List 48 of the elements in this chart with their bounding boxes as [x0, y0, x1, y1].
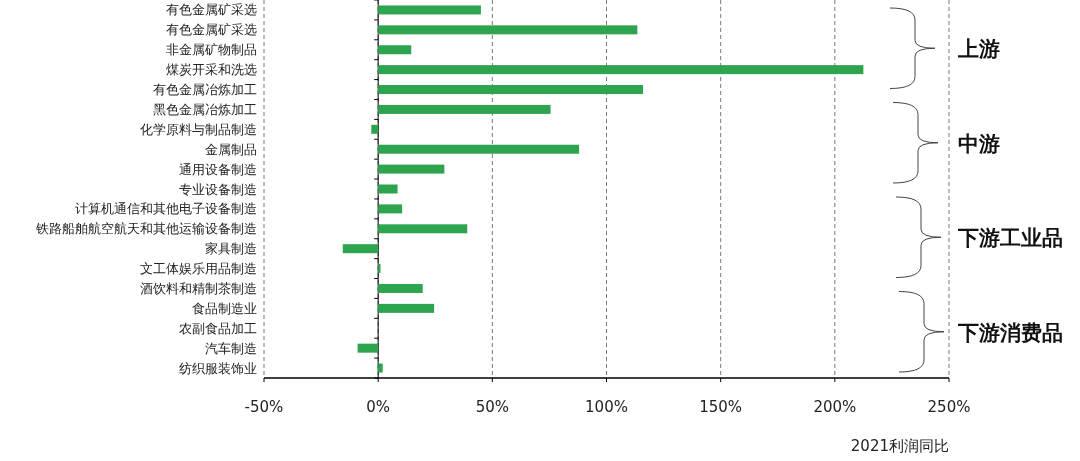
x-tick-label: -50%: [244, 398, 284, 416]
x-tick-label: 150%: [699, 398, 743, 416]
x-tick-label: 0%: [366, 398, 391, 416]
y-tick-label: 家具制造: [205, 241, 257, 257]
bar: [378, 164, 445, 174]
x-tick-label: 250%: [927, 398, 971, 416]
x-tick-label: 50%: [475, 398, 510, 416]
bar: [378, 85, 644, 95]
y-tick-label: 有色金属矿采选: [166, 2, 257, 18]
bar: [371, 124, 379, 134]
x-axis-title: 2021利润同比: [850, 437, 949, 455]
bar: [378, 224, 468, 234]
y-tick-label: 有色金属矿采选: [166, 22, 257, 38]
bar: [357, 343, 379, 353]
text: 下游消费品: [957, 320, 1063, 345]
text: 中游: [958, 131, 1000, 156]
bar: [378, 184, 398, 194]
bar: [378, 5, 481, 15]
bar: [378, 303, 435, 313]
bar: [342, 244, 379, 254]
y-tick-label: 铁路船舶航空航天和其他运输设备制造: [35, 221, 257, 237]
y-tick-label: 计算机通信和其他电子设备制造: [75, 201, 257, 217]
bar: [378, 204, 403, 214]
y-tick-label: 食品制造业: [192, 300, 257, 316]
y-tick-label: 黑色金属冶炼加工: [153, 101, 257, 117]
bar: [378, 25, 638, 35]
y-tick-label: 非金属矿物制品: [166, 42, 257, 58]
y-tick-label: 汽车制造: [205, 340, 257, 356]
bar: [378, 104, 551, 114]
y-tick-label: 专业设备制造: [179, 181, 257, 197]
y-tick-label: 酒饮料和精制茶制造: [140, 280, 257, 296]
text: 下游工业品: [957, 226, 1063, 251]
x-tick-label: 200%: [813, 398, 857, 416]
bar: [378, 283, 423, 293]
text: 上游: [957, 37, 1000, 62]
bar: [378, 144, 580, 154]
y-tick-label: 金属制品: [205, 141, 257, 157]
bar: [378, 45, 412, 55]
y-tick-label: 农副食品加工: [179, 320, 257, 336]
y-tick-label: 煤炭开采和洗选: [166, 62, 257, 78]
y-tick-label: 有色金属冶炼加工: [153, 82, 257, 98]
y-tick-label: 通用设备制造: [179, 161, 257, 177]
x-tick-label: 100%: [585, 398, 628, 416]
y-tick-label: 化学原料与制品制造: [140, 121, 257, 137]
y-tick-label: 纺织服装饰业: [179, 360, 257, 376]
bar: [378, 363, 383, 373]
bar: [378, 65, 864, 75]
y-tick-label: 文工体娱乐用品制造: [140, 261, 257, 277]
